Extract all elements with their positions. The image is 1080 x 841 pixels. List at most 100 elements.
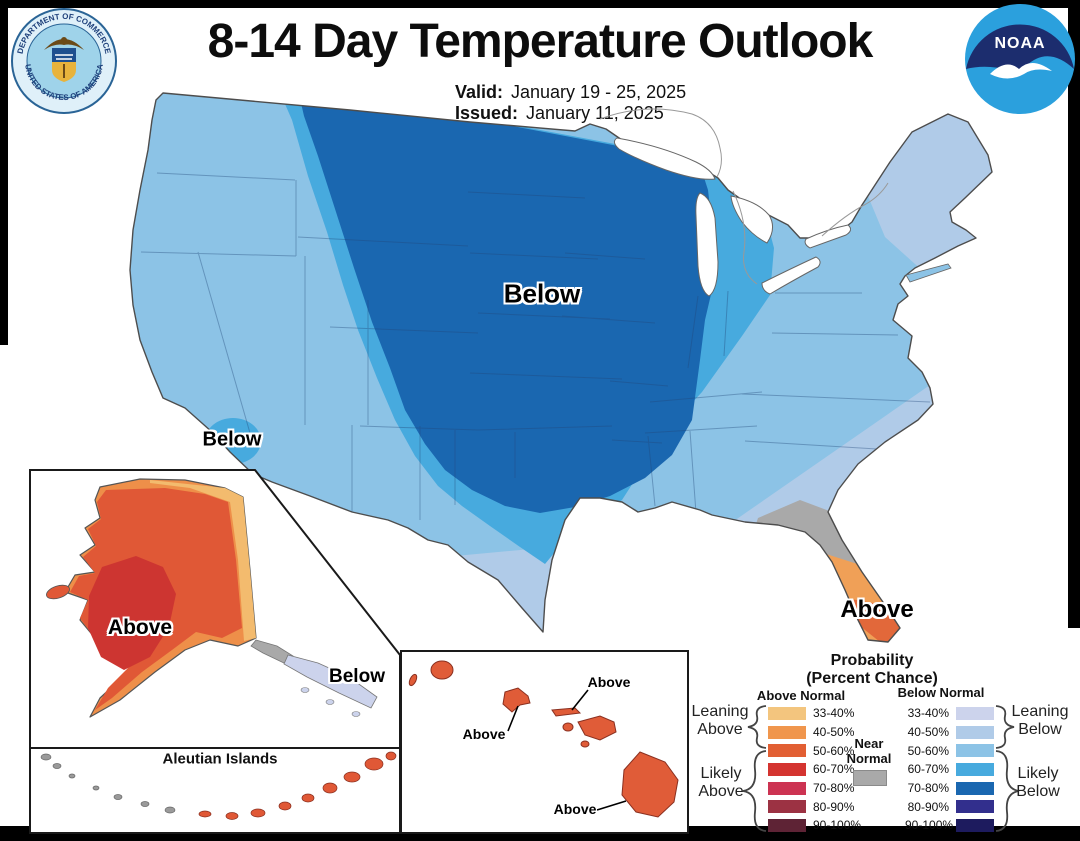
legend-row: 33-40%	[905, 704, 994, 723]
swatch-above-33-40	[768, 706, 806, 720]
island-oahu	[502, 687, 531, 713]
aleutian-islands-gray	[40, 753, 176, 814]
legend-above-column: 33-40% 40-50% 50-60% 60-70% 70-80% 80-90…	[768, 704, 861, 835]
legend-braces	[742, 705, 1020, 832]
legend-below-header: Below Normal	[897, 685, 985, 700]
aleutian-islands-orange	[198, 751, 397, 820]
legend-pct-label: 80-90%	[907, 799, 949, 814]
legend-pct-label: 50-60%	[813, 743, 855, 758]
issued-value: January 11, 2025	[526, 103, 664, 123]
brace-leaning-below	[995, 705, 1015, 749]
long-island	[905, 263, 952, 283]
legend-subtitle: (Percent Chance)	[806, 670, 938, 687]
label-alaska-above: Above	[107, 616, 173, 639]
label-hawaii-above-3: Above	[553, 801, 597, 817]
se-ak-island	[351, 711, 361, 717]
hawaii-inset	[400, 650, 689, 834]
st-lawrence-island	[46, 584, 70, 600]
legend-row: 90-100%	[905, 816, 994, 835]
legend-pct-label: 50-60%	[907, 743, 949, 758]
lake-erie	[761, 256, 821, 295]
legend-pct-label: 60-70%	[907, 762, 949, 777]
legend-pct-label: 70-80%	[907, 781, 949, 796]
alaska-inset	[29, 469, 401, 749]
frame-left	[0, 0, 8, 345]
frame-right	[1068, 0, 1080, 628]
swatch-above-60-70	[768, 762, 806, 776]
swatch-below-50-60	[956, 744, 994, 758]
frame-top	[0, 0, 1080, 8]
legend-row: 70-80%	[905, 779, 994, 798]
island-kauai	[430, 660, 454, 680]
brace-likely-above	[742, 750, 767, 832]
legend-row: 80-90%	[905, 797, 994, 816]
brace-leaning-above	[747, 705, 767, 749]
island-hawaii	[621, 751, 679, 818]
legend-pct-label: 90-100%	[813, 818, 862, 833]
lake-michigan	[695, 192, 719, 297]
legend-pct-label: 90-100%	[905, 818, 954, 833]
legend-row: 40-50%	[905, 723, 994, 742]
island-kahoolawe	[580, 740, 590, 748]
legend-below-column: 33-40% 40-50% 50-60% 60-70% 70-80% 80-90…	[905, 704, 994, 835]
swatch-below-60-70	[956, 762, 994, 776]
hawaii-islands	[408, 660, 679, 818]
legend-pct-label: 33-40%	[907, 706, 949, 721]
legend-row: 90-100%	[768, 816, 861, 835]
seal-ship-icon	[55, 54, 73, 60]
legend-pct-label: 60-70%	[813, 762, 855, 777]
legend-row: 70-80%	[768, 779, 861, 798]
valid-value: January 19 - 25, 2025	[511, 82, 687, 102]
label-florida-above: Above	[840, 596, 914, 623]
legend-pct-label: 33-40%	[813, 706, 855, 721]
swatch-below-90-100	[956, 818, 994, 832]
legend-row: 50-60%	[905, 741, 994, 760]
legend-above-header: Above Normal	[756, 688, 846, 703]
legend-row: 40-50%	[768, 723, 861, 742]
state-borders	[140, 172, 931, 520]
swatch-near-normal	[853, 770, 887, 786]
noaa-bird-icon	[990, 62, 1052, 79]
legend-leaning-below: Leaning Below	[1011, 703, 1069, 738]
legend-row: 80-90%	[768, 797, 861, 816]
brace-likely-below	[995, 750, 1020, 832]
lake-superior	[613, 137, 716, 180]
swatch-above-80-90	[768, 800, 806, 814]
se-ak-island	[300, 687, 310, 693]
label-hawaii-above-1: Above	[587, 674, 631, 690]
region-nflorida-near-normal	[754, 500, 882, 574]
alaska-33-40-band	[150, 480, 256, 641]
island-lanai	[562, 722, 574, 732]
lake-ontario	[804, 224, 852, 249]
legend-title: Probability	[830, 652, 914, 669]
swatch-above-70-80	[768, 781, 806, 795]
noaa-logo-dark-top	[966, 24, 1074, 71]
region-southtexas-40-50	[455, 545, 575, 640]
page-title: 8-14 Day Temperature Outlook	[207, 15, 874, 68]
region-below-70-80-core	[298, 93, 712, 513]
swatch-below-70-80	[956, 781, 994, 795]
se-ak-island	[325, 699, 335, 705]
swatch-above-50-60	[768, 744, 806, 758]
label-conus-below: Below	[503, 278, 581, 309]
legend-pct-label: 70-80%	[813, 781, 855, 796]
valid-label: Valid:	[455, 82, 504, 102]
issued-line: Issued: January 11, 2025	[455, 103, 664, 124]
island-niihau	[408, 673, 418, 687]
noaa-logo	[965, 4, 1075, 114]
legend-pct-label: 40-50%	[813, 725, 855, 740]
commerce-seal: DEPARTMENT OF COMMERCE UNITED STATES OF …	[11, 8, 117, 114]
legend-row: 33-40%	[768, 704, 861, 723]
swatch-below-33-40	[956, 706, 994, 720]
legend-pct-label: 80-90%	[813, 799, 855, 814]
label-socal-below: Below	[202, 428, 262, 451]
legend-leaning-above: Leaning Above	[691, 703, 749, 738]
eagle-icon	[44, 39, 84, 50]
swatch-below-80-90	[956, 800, 994, 814]
lake-huron	[730, 195, 773, 244]
legend-pct-label: 40-50%	[907, 725, 949, 740]
swatch-below-40-50	[956, 725, 994, 739]
legend-near-normal-label: Near Normal	[846, 736, 892, 766]
